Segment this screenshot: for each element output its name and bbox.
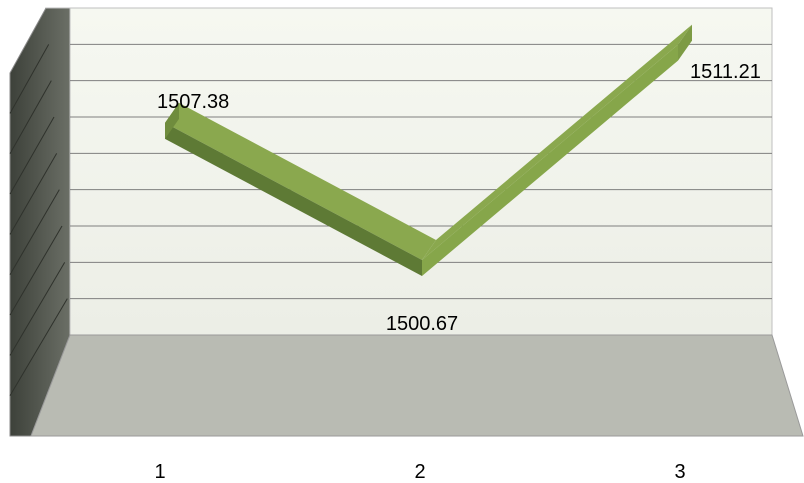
side-gridline <box>9 116 55 195</box>
data-label: 1500.67 <box>386 313 458 335</box>
series-ribbon <box>165 24 692 276</box>
data-labels: 1507.38 1500.67 1511.21 <box>157 61 761 335</box>
x-tick-label: 2 <box>414 461 425 483</box>
side-gridline <box>9 225 63 316</box>
side-gridline <box>9 80 52 154</box>
data-label: 1511.21 <box>690 61 761 83</box>
ribbon-top-segment <box>422 24 692 260</box>
side-gridline <box>9 262 66 356</box>
x-tick-label: 1 <box>154 461 165 483</box>
ribbon-start-cap <box>165 102 179 139</box>
x-axis-tick-labels: 1 2 3 <box>154 461 685 483</box>
data-label: 1507.38 <box>157 91 229 113</box>
floor <box>30 334 804 437</box>
side-gridline <box>9 298 68 396</box>
ribbon-end-cap <box>678 24 692 61</box>
gridlines <box>9 43 772 396</box>
side-gridline <box>9 44 50 114</box>
ribbon-front-segment <box>422 44 678 276</box>
ribbon-front-segment <box>165 122 422 276</box>
side-gridline <box>9 153 58 235</box>
x-tick-label: 3 <box>674 461 685 483</box>
ribbon-top-segment <box>165 102 436 260</box>
side-gridline <box>9 189 60 275</box>
